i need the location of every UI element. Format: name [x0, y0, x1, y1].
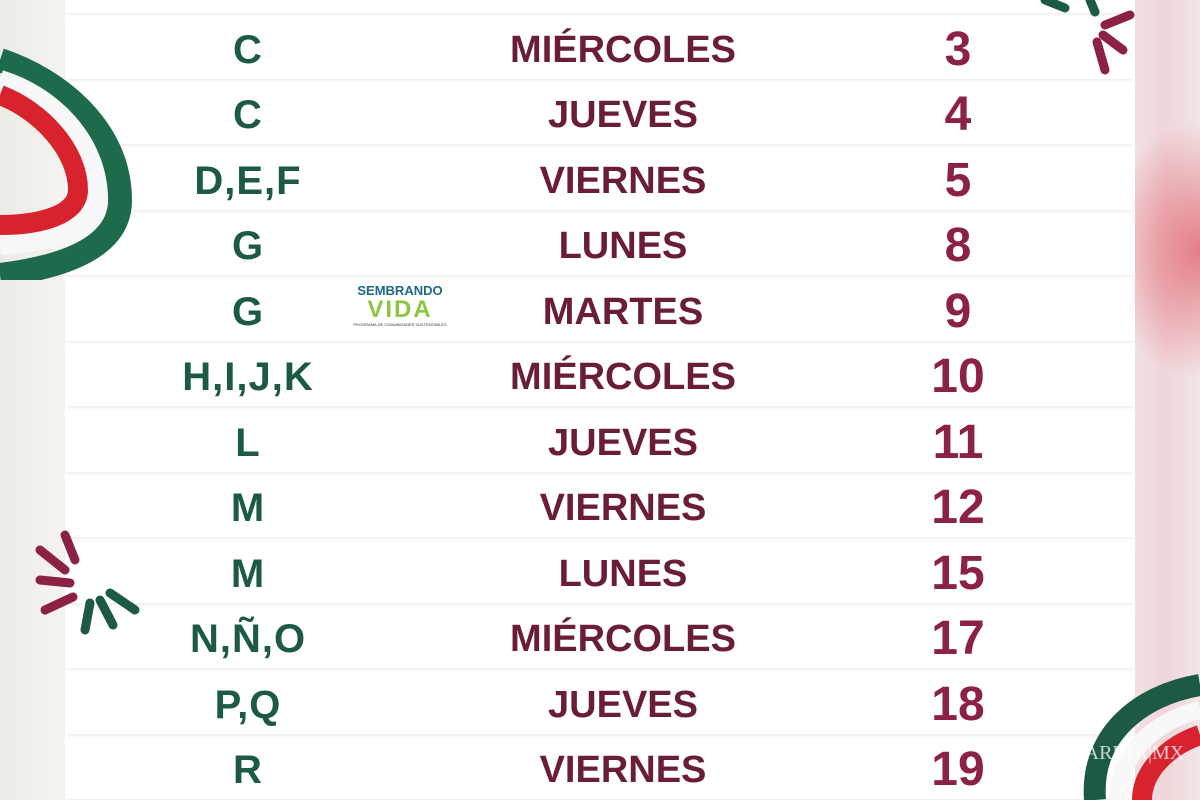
day-cell: MARTES: [473, 0, 773, 13]
date-cell: 9: [944, 284, 972, 338]
letters-cell: D,E,F: [194, 158, 302, 203]
watermark: VANGUARDIA|MX: [1015, 742, 1185, 764]
flag-ribbon-left-icon: [0, 48, 133, 280]
day-cell: LUNES: [558, 552, 688, 595]
day-cell: MIÉRCOLES: [510, 618, 736, 660]
day-cell: LUNES: [558, 225, 688, 267]
date-cell: 17: [931, 612, 985, 665]
logo-line1: SEMBRANDO: [357, 283, 443, 298]
date-cell: 18: [931, 677, 985, 731]
table-row: C MIÉRCOLES 3: [65, 21, 1135, 79]
flag-ribbon-right-icon: [1083, 674, 1200, 800]
date-cell: 5: [944, 153, 972, 207]
date-cell: 10: [931, 350, 985, 403]
table-row: B MARTES 2: [65, 0, 1135, 13]
letters-cell: C: [233, 27, 263, 72]
day-cell: JUEVES: [548, 683, 698, 726]
letters-cell: M: [230, 486, 266, 530]
date-cell: 12: [931, 481, 985, 534]
letters-cell: B: [158, 0, 338, 13]
table-row: P,Q JUEVES 18: [65, 676, 1135, 734]
date-cell: 11: [932, 415, 984, 469]
sembrando-vida-logo: SEMBRANDO VIDA PROGRAMA DE COMUNIDADES S…: [352, 284, 448, 334]
day-cell: MIÉRCOLES: [510, 356, 736, 398]
day-cell: MARTES: [542, 290, 704, 333]
table-row: N,Ñ,O MIÉRCOLES 17: [65, 610, 1135, 668]
firework-right-icon: [1040, 0, 1135, 75]
schedule-card: [65, 0, 1135, 800]
table-row: D,E,F VIERNES 5: [65, 152, 1135, 210]
day-cell: JUEVES: [548, 94, 698, 136]
date-cell: 3: [944, 22, 972, 76]
date-cell: 2: [908, 0, 1008, 13]
letters-cell: C: [233, 93, 263, 137]
date-cell: 19: [931, 743, 985, 796]
table-row: G LUNES 8: [65, 217, 1135, 275]
table-row: H,I,J,K MIÉRCOLES 10: [65, 348, 1135, 406]
logo-line2: VIDA: [367, 296, 433, 323]
table-row: G MARTES 9: [65, 283, 1135, 341]
date-cell: 15: [931, 546, 985, 600]
table-row: M VIERNES 12: [65, 479, 1135, 537]
day-cell: VIERNES: [539, 159, 707, 202]
day-cell: VIERNES: [539, 749, 707, 791]
letters-cell: M: [230, 551, 266, 596]
table-row: C JUEVES 4: [65, 86, 1135, 144]
date-cell: 4: [944, 88, 972, 141]
table-row: M LUNES 15: [65, 545, 1135, 603]
letters-cell: P,Q: [214, 682, 282, 727]
day-cell: VIERNES: [539, 487, 707, 529]
letters-cell: R: [233, 748, 263, 792]
day-cell: MIÉRCOLES: [510, 28, 736, 71]
logo-line3: PROGRAMA DE COMUNIDADES SUSTENTABLES: [353, 322, 447, 327]
letters-cell: G: [231, 289, 265, 334]
letters-cell: L: [235, 420, 261, 465]
day-cell: JUEVES: [548, 421, 698, 464]
letters-cell: N,Ñ,O: [189, 617, 307, 661]
table-row: L JUEVES 11: [65, 414, 1135, 472]
firework-left-icon: [35, 530, 140, 635]
table-row: R VIERNES 19: [65, 741, 1135, 799]
date-cell: 8: [944, 219, 972, 272]
letters-cell: H,I,J,K: [182, 355, 314, 399]
letters-cell: G: [231, 224, 265, 268]
